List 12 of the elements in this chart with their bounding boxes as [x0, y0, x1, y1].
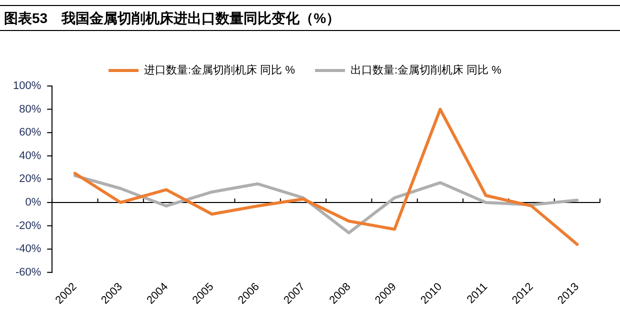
y-tick-label: 80% — [19, 103, 42, 116]
y-tick-label: -40% — [15, 243, 42, 256]
chart-title: 图表53 我国金属切削机床进出口数量同比变化（%） — [0, 5, 620, 31]
legend-label: 进口数量:金属切削机床 同比 % — [144, 64, 296, 77]
y-tick-label: 100% — [12, 80, 42, 92]
y-tick-label: 20% — [19, 173, 42, 186]
y-tick-label: -60% — [15, 266, 42, 278]
y-tick-label: 0% — [25, 196, 42, 209]
y-tick-label: 40% — [19, 150, 42, 162]
y-tick-label: 60% — [19, 126, 42, 139]
y-tick-label: -20% — [15, 220, 42, 232]
legend-label: 出口数量:金属切削机床 同比 % — [350, 64, 502, 77]
